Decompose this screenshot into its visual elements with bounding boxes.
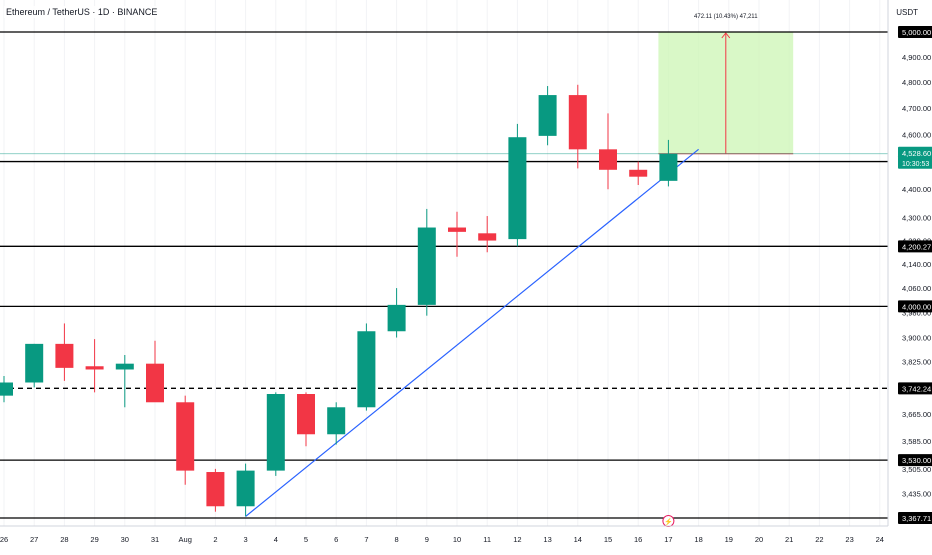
candle-body (146, 363, 164, 403)
y-tick-label: 3,505.00 (902, 465, 931, 474)
candle-body (266, 394, 285, 471)
current-price-tag (898, 146, 932, 169)
x-tick-label: 20 (755, 535, 763, 544)
x-tick-label: 18 (694, 535, 702, 544)
candle-body (0, 382, 13, 396)
candle-body (55, 343, 74, 368)
candle-body (297, 394, 315, 435)
x-tick-label: 28 (60, 535, 68, 544)
candle-body (538, 95, 557, 136)
x-tick-label: 23 (845, 535, 853, 544)
x-tick-label: 29 (90, 535, 98, 544)
candle-body (25, 343, 44, 383)
level-price-label: 3,530.00 (902, 456, 931, 465)
candle-body (176, 402, 195, 471)
candle-body (478, 233, 497, 241)
level-price-tag (898, 454, 932, 467)
x-tick-label: 17 (664, 535, 672, 544)
y-tick-label: 4,400.00 (902, 185, 931, 194)
y-tick-label: 4,800.00 (902, 78, 931, 87)
y-tick-label: 3,665.00 (902, 410, 931, 419)
x-tick-label: 19 (725, 535, 733, 544)
symbol-title: Ethereum / TetherUS · 1D · BINANCE (4, 6, 160, 18)
level-price-tag (898, 240, 932, 253)
y-tick-label: 4,140.00 (902, 260, 931, 269)
level-price-label: 4,000.00 (902, 302, 931, 311)
candle-body (115, 363, 134, 370)
level-price-tag (898, 26, 932, 38)
y-tick-label: 3,900.00 (902, 334, 931, 343)
level-price-label: 5,000.00 (902, 28, 931, 37)
x-tick-label: 31 (151, 535, 159, 544)
x-tick-label: 3 (244, 535, 248, 544)
x-tick-label: 11 (483, 535, 491, 544)
candle-body (629, 169, 648, 177)
candle-body (448, 227, 466, 232)
y-tick-label: 3,980.00 (902, 309, 931, 318)
x-tick-label: 5 (304, 535, 308, 544)
x-tick-label: 15 (604, 535, 612, 544)
x-tick-label: 13 (543, 535, 551, 544)
level-price-tag (898, 382, 932, 395)
level-price-tag (898, 300, 932, 313)
x-tick-label: 7 (364, 535, 368, 544)
y-tick-label: 4,900.00 (902, 53, 931, 62)
x-tick-label: 27 (30, 535, 38, 544)
current-price-label: 4,528.60 (902, 149, 931, 158)
x-tick-label: 9 (425, 535, 429, 544)
candle-body (327, 407, 346, 435)
y-tick-label: 3,435.00 (902, 490, 931, 499)
level-price-label: 3,742.24 (902, 384, 931, 393)
candle-body (236, 470, 255, 507)
level-price-label: 4,200.27 (902, 242, 931, 251)
candle-body (85, 366, 104, 370)
candle-body (206, 472, 225, 507)
x-tick-label: 14 (574, 535, 582, 544)
x-tick-label: 16 (634, 535, 642, 544)
candle-body (357, 331, 376, 408)
candle-body (599, 149, 617, 170)
candle-body (508, 137, 527, 240)
trendline (245, 148, 699, 517)
x-tick-label: 4 (274, 535, 278, 544)
y-tick-label: 4,060.00 (902, 284, 931, 293)
x-tick-label: 22 (815, 535, 823, 544)
x-tick-label: 30 (121, 535, 129, 544)
candle-body (417, 227, 436, 305)
y-tick-label: 3,825.00 (902, 357, 931, 366)
currency-label: USDT (896, 8, 918, 17)
candle-body (568, 95, 587, 150)
level-price-label: 3,367.71 (902, 514, 931, 523)
y-tick-label: 3,585.00 (902, 437, 931, 446)
target-arrow-head (721, 32, 731, 39)
candle-body (387, 304, 406, 332)
countdown-label: 10:30:53 (902, 161, 929, 168)
y-tick-label: 4,600.00 (902, 131, 931, 140)
x-tick-label: 6 (334, 535, 338, 544)
x-tick-label: 24 (876, 535, 884, 544)
event-marker-icon: ⚡ (664, 517, 673, 526)
x-tick-label: Aug (179, 535, 192, 544)
candle-body (659, 153, 678, 181)
x-tick-label: 12 (513, 535, 521, 544)
y-tick-label: 4,300.00 (902, 213, 931, 222)
x-tick-label: 2 (213, 535, 217, 544)
y-tick-label: 4,700.00 (902, 104, 931, 113)
x-tick-label: 26 (0, 535, 8, 544)
x-tick-label: 10 (453, 535, 461, 544)
level-price-tag (898, 512, 932, 524)
target-zone-label: 472.11 (10.43%) 47,211 (694, 14, 758, 20)
x-tick-label: 21 (785, 535, 793, 544)
x-tick-label: 8 (395, 535, 399, 544)
